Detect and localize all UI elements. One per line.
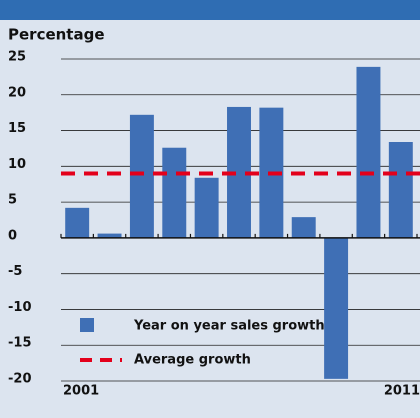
bar	[356, 66, 381, 238]
bar	[291, 217, 316, 238]
legend-swatch	[80, 318, 94, 332]
y-tick-label: 10	[8, 157, 26, 172]
y-tick-label: 15	[8, 121, 26, 136]
bar	[227, 106, 251, 238]
bar	[129, 114, 154, 238]
bar	[388, 142, 413, 238]
x-tick-label: 2001	[63, 384, 99, 399]
y-tick-label: -5	[8, 264, 22, 279]
y-axis-label: Percentage	[8, 26, 105, 44]
legend-label: Year on year sales growth	[133, 319, 325, 334]
y-tick-label: -20	[8, 372, 32, 387]
y-tick-label: 0	[8, 228, 17, 243]
y-tick-label: -15	[8, 336, 32, 351]
bar	[162, 147, 187, 238]
legend-label: Average growth	[134, 353, 251, 368]
y-tick-label: 5	[8, 193, 17, 208]
bar	[97, 233, 122, 238]
bar	[65, 207, 90, 238]
x-tick-label: 2011	[384, 384, 420, 399]
y-tick-label: 20	[8, 85, 26, 100]
y-tick-label: -10	[8, 300, 32, 315]
y-tick-label: 25	[8, 50, 26, 65]
bar	[194, 177, 219, 238]
bar	[324, 237, 349, 379]
header-band	[0, 0, 420, 20]
